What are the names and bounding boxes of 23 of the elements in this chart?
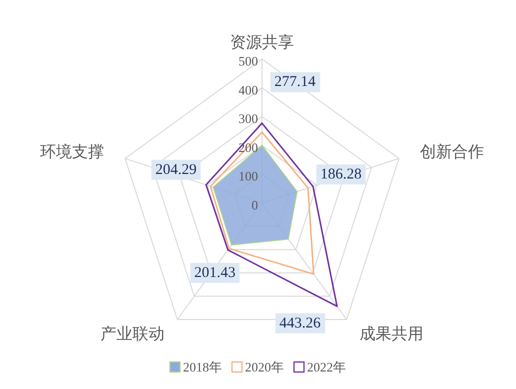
spoke-label: 创新合作 [420,143,484,162]
data-label: 201.43 [194,264,236,281]
legend-label: 2020年 [245,360,284,374]
legend-label: 2018年 [183,360,222,374]
data-label: 186.28 [320,166,362,182]
label: 201.43 [190,262,240,283]
y-tick-label: 0 [252,198,258,212]
y-tick-label: 400 [238,82,258,98]
spoke-label: 成果共用 [360,325,424,344]
legend-label: 2022年 [307,360,346,374]
y-tick-label: 500 [238,54,258,68]
data-label: 277.14 [274,74,316,90]
spoke-label: 资源共享 [230,34,294,52]
data-label: 204.29 [155,162,197,178]
label: 277.14 [270,72,320,92]
label: 443.26 [275,313,326,334]
y-tick-label: 100 [238,168,258,184]
spoke-label: 环境支撑 [40,143,104,162]
y-tick-label: 300 [238,111,258,126]
label: 204.29 [151,160,201,180]
label: 186.28 [316,164,366,184]
data-label: 443.26 [279,315,322,332]
spoke-label: 产业联动 [100,325,164,344]
